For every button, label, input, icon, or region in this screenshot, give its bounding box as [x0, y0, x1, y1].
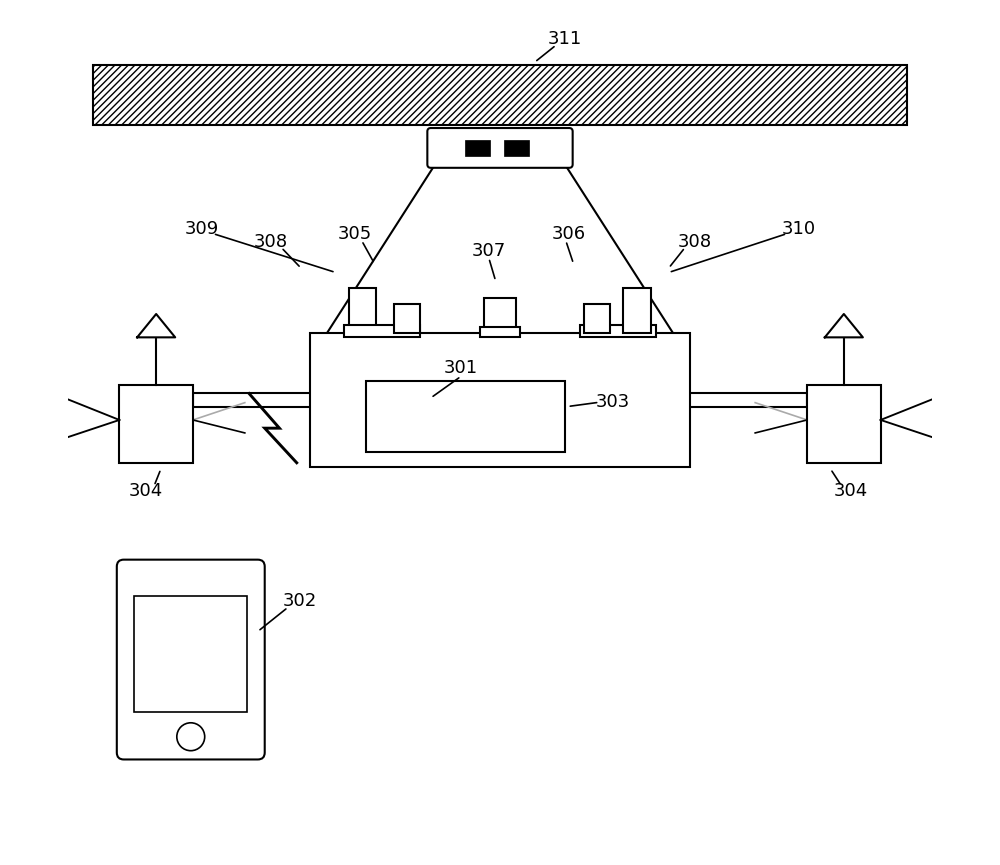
Text: 302: 302: [282, 593, 316, 610]
Text: 309: 309: [184, 221, 219, 238]
Text: 304: 304: [128, 483, 162, 500]
Polygon shape: [137, 314, 175, 337]
Bar: [394, 304, 420, 333]
Text: 301: 301: [444, 359, 478, 376]
Text: 310: 310: [781, 221, 815, 238]
Text: 306: 306: [552, 225, 586, 242]
Bar: [480, 327, 520, 337]
FancyBboxPatch shape: [427, 128, 573, 168]
Bar: [504, 139, 529, 156]
Bar: [344, 325, 420, 337]
Polygon shape: [825, 314, 863, 337]
Bar: [623, 288, 651, 333]
Text: 308: 308: [254, 234, 288, 251]
Bar: [93, 65, 907, 125]
Circle shape: [177, 723, 205, 751]
Bar: [310, 333, 690, 467]
Bar: [465, 139, 490, 156]
Text: 308: 308: [678, 234, 712, 251]
Bar: [119, 385, 193, 463]
Bar: [807, 385, 881, 463]
Bar: [580, 325, 656, 337]
Bar: [484, 298, 516, 333]
Bar: [134, 596, 247, 712]
Bar: [349, 288, 376, 333]
Text: 305: 305: [338, 225, 372, 242]
Bar: [366, 381, 565, 452]
Text: 303: 303: [595, 394, 630, 411]
Text: 304: 304: [833, 483, 867, 500]
Text: 311: 311: [548, 30, 582, 48]
Text: 307: 307: [472, 242, 506, 260]
Bar: [584, 304, 610, 333]
FancyBboxPatch shape: [117, 560, 265, 759]
